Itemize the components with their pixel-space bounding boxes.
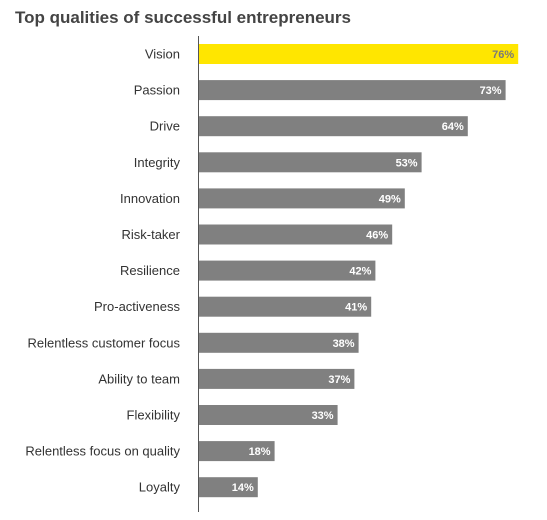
category-label: Drive xyxy=(150,119,180,134)
value-label: 18% xyxy=(249,446,271,458)
category-label: Vision xyxy=(145,47,180,62)
value-label: 41% xyxy=(345,302,367,314)
category-label: Loyalty xyxy=(139,480,181,495)
bar-4 xyxy=(199,188,405,209)
category-label: Innovation xyxy=(120,191,180,206)
category-label: Integrity xyxy=(134,155,181,170)
chart-title: Top qualities of successful entrepreneur… xyxy=(15,8,351,27)
bar-0 xyxy=(199,44,519,64)
bar-11 xyxy=(199,441,275,462)
value-label: 64% xyxy=(442,121,464,133)
value-label: 49% xyxy=(379,193,401,205)
category-label: Resilience xyxy=(120,263,180,278)
category-label: Relentless focus on quality xyxy=(25,444,180,459)
category-label: Pro-activeness xyxy=(94,299,180,314)
category-label: Flexibility xyxy=(127,408,181,423)
value-label: 14% xyxy=(232,482,254,494)
category-label: Ability to team xyxy=(98,371,180,386)
value-label: 42% xyxy=(349,266,371,278)
bar-5 xyxy=(199,224,393,245)
value-label: 46% xyxy=(366,230,388,242)
bar-9 xyxy=(199,368,355,389)
bar-1 xyxy=(199,80,506,101)
value-label: 38% xyxy=(333,338,355,350)
value-label: 33% xyxy=(312,410,334,422)
value-label: 73% xyxy=(480,85,502,97)
bar-10 xyxy=(199,405,338,425)
bar-7 xyxy=(199,296,372,317)
bar-12 xyxy=(199,477,258,498)
value-label: 37% xyxy=(328,374,350,386)
bar-2 xyxy=(199,116,468,137)
category-label: Risk-taker xyxy=(121,227,180,242)
bar-8 xyxy=(199,332,359,353)
category-label: Passion xyxy=(134,83,180,98)
value-label: 76% xyxy=(492,49,514,61)
category-label: Relentless customer focus xyxy=(28,335,181,350)
bar-3 xyxy=(199,152,422,173)
value-label: 53% xyxy=(396,157,418,169)
bar-6 xyxy=(199,260,376,281)
